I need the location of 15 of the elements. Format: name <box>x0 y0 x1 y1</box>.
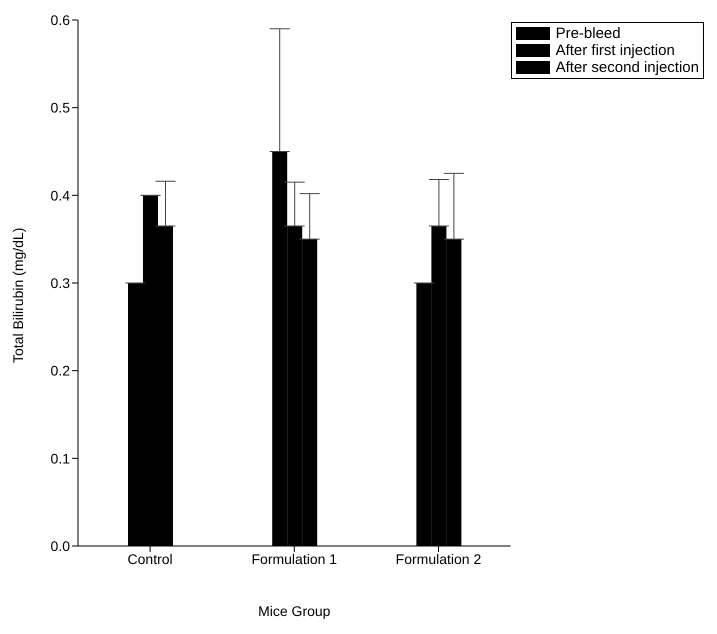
legend-label: After first injection <box>556 42 675 59</box>
y-tick-label: 0.2 <box>50 362 70 379</box>
legend-label: Pre-bleed <box>556 25 621 42</box>
y-axis-title: Total Bilirubin (mg/dL) <box>10 228 26 363</box>
y-tick-label: 0.6 <box>50 12 70 28</box>
x-axis-title: Mice Group <box>258 603 331 619</box>
y-tick-label: 0.5 <box>50 100 70 116</box>
y-tick-label: 0.3 <box>50 274 70 291</box>
x-tick-label: Formulation 1 <box>251 550 338 567</box>
legend-label: After second injection <box>556 59 699 76</box>
x-tick-label: Formulation 2 <box>396 550 482 567</box>
y-tick-label: 0.4 <box>50 187 70 204</box>
x-tick-label: Control <box>128 550 173 567</box>
y-tick-label: 0.1 <box>50 450 70 466</box>
y-tick-label: 0.0 <box>50 538 70 554</box>
